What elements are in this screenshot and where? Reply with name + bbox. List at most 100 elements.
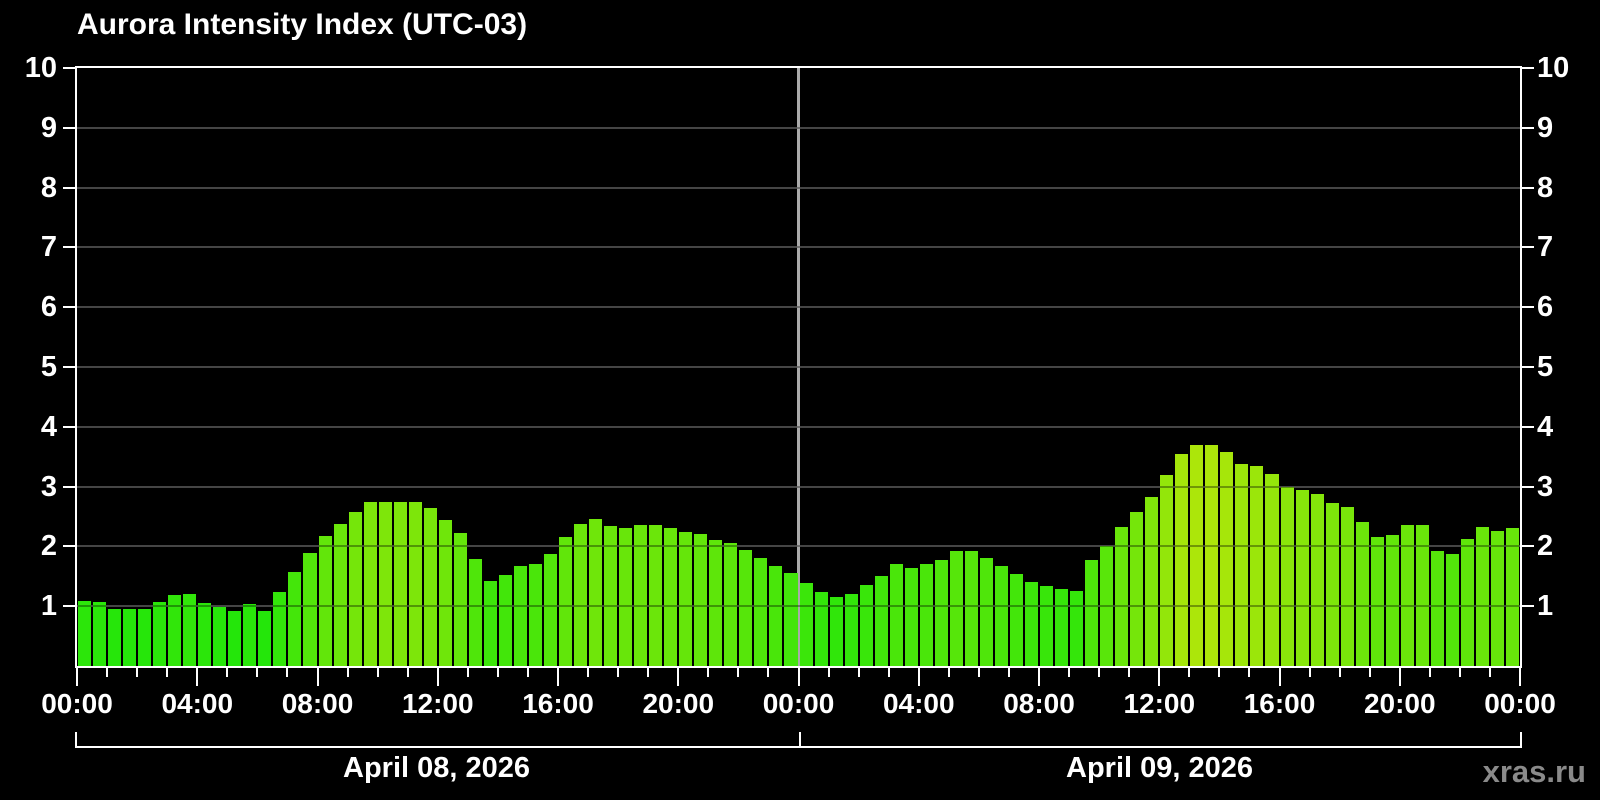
bar-day1-3 <box>123 609 137 666</box>
date-label-day2: April 09, 2026 <box>1066 752 1253 784</box>
x-label-h28: 04:00 <box>882 688 955 719</box>
x-label-h40: 16:00 <box>1243 688 1316 719</box>
bar-day2-10 <box>949 550 963 666</box>
x-tick-h22 <box>737 668 740 677</box>
y-tick-left-3 <box>63 485 75 488</box>
x-tick-h25 <box>827 668 830 677</box>
bar-day2-18 <box>1070 591 1084 666</box>
y-tick-right-1 <box>1522 605 1534 608</box>
bar-day1-25 <box>453 533 467 666</box>
x-tick-h21 <box>707 668 710 677</box>
bar-day2-38 <box>1370 537 1384 666</box>
bar-day2-3 <box>844 594 858 666</box>
x-tick-h7 <box>286 668 289 677</box>
y-label-right-4: 4 <box>1537 410 1554 443</box>
gridline-overlay-y9 <box>77 126 1520 129</box>
bar-day2-21 <box>1115 527 1129 666</box>
y-label-left-4: 4 <box>40 410 57 443</box>
x-tick-h12 <box>436 668 439 686</box>
bar-day2-42 <box>1430 550 1444 666</box>
bar-day1-30 <box>528 564 542 666</box>
bar-day2-13 <box>994 566 1008 666</box>
x-label-h20: 20:00 <box>642 688 715 719</box>
day-separator-line <box>797 68 800 666</box>
x-tick-h5 <box>226 668 229 677</box>
x-tick-h17 <box>587 668 590 677</box>
x-tick-h23 <box>767 668 770 677</box>
bar-day1-24 <box>438 520 452 666</box>
y-label-left-7: 7 <box>40 231 57 264</box>
bar-day2-14 <box>1009 573 1023 666</box>
x-label-h36: 12:00 <box>1123 688 1196 719</box>
y-tick-left-9 <box>63 126 75 129</box>
y-label-right-8: 8 <box>1537 171 1554 204</box>
bar-day2-41 <box>1415 525 1429 666</box>
bar-day2-17 <box>1055 588 1069 666</box>
bar-day2-34 <box>1310 494 1324 666</box>
x-tick-h18 <box>617 668 620 677</box>
x-tick-h32 <box>1038 668 1040 686</box>
x-label-h12: 12:00 <box>401 688 474 719</box>
bar-day1-2 <box>108 608 122 666</box>
x-tick-h39 <box>1248 668 1251 677</box>
bar-day1-12 <box>258 610 272 666</box>
y-label-left-1: 1 <box>40 590 57 623</box>
x-label-h16: 16:00 <box>522 688 594 719</box>
gridline-overlay-y3 <box>77 485 1520 488</box>
bar-day1-9 <box>213 607 227 666</box>
bar-day1-0 <box>78 601 92 666</box>
x-tick-h34 <box>1098 668 1101 677</box>
x-tick-h1 <box>106 668 109 677</box>
y-label-right-3: 3 <box>1537 470 1554 503</box>
bar-day1-17 <box>333 524 347 666</box>
bar-day1-36 <box>619 527 633 666</box>
bar-day1-44 <box>739 550 753 666</box>
x-tick-h48 <box>1519 668 1521 686</box>
bar-day2-29 <box>1235 464 1249 666</box>
y-tick-left-7 <box>63 246 75 249</box>
bar-day1-47 <box>784 572 798 666</box>
bar-day2-20 <box>1100 546 1114 666</box>
bar-day1-13 <box>273 592 287 666</box>
bar-day2-46 <box>1490 530 1504 666</box>
plot-area <box>75 66 1522 668</box>
x-tick-h6 <box>256 668 259 677</box>
x-tick-h40 <box>1278 668 1281 686</box>
y-tick-left-10 <box>63 67 75 69</box>
x-tick-h33 <box>1068 668 1071 677</box>
bar-day2-27 <box>1205 444 1219 666</box>
bar-day2-33 <box>1295 489 1309 666</box>
bar-day2-2 <box>829 596 843 666</box>
y-label-right-6: 6 <box>1537 291 1554 324</box>
bar-day1-15 <box>303 552 317 666</box>
y-label-left-2: 2 <box>40 530 57 563</box>
gridline-overlay-y2 <box>77 545 1520 548</box>
bar-day1-28 <box>498 574 512 666</box>
x-label-h32: 08:00 <box>1003 688 1075 719</box>
y-tick-right-7 <box>1522 246 1534 249</box>
bar-day1-26 <box>468 558 482 666</box>
bar-day2-44 <box>1460 538 1474 666</box>
y-label-left-9: 9 <box>40 111 57 144</box>
x-tick-h4 <box>196 668 199 686</box>
x-tick-h47 <box>1488 668 1491 677</box>
y-tick-right-2 <box>1522 545 1534 548</box>
x-tick-h26 <box>857 668 860 677</box>
y-tick-left-8 <box>63 186 75 189</box>
bar-day2-5 <box>874 576 888 666</box>
gridline-overlay-y5 <box>77 366 1520 368</box>
bar-day2-25 <box>1175 453 1189 666</box>
chart-title: Aurora Intensity Index (UTC-03) <box>77 8 528 41</box>
gridline-overlay-y1 <box>77 605 1520 608</box>
bar-day2-36 <box>1340 506 1354 666</box>
bar-day1-22 <box>408 502 422 666</box>
bar-day1-21 <box>393 501 407 666</box>
day-bracket-line <box>75 746 1521 748</box>
x-tick-h2 <box>136 668 139 677</box>
bar-day1-38 <box>649 524 663 666</box>
y-label-left-6: 6 <box>40 291 57 324</box>
x-tick-h30 <box>977 668 980 677</box>
x-label-h0: 00:00 <box>41 688 113 719</box>
x-tick-h20 <box>677 668 680 686</box>
x-tick-h14 <box>496 668 499 677</box>
